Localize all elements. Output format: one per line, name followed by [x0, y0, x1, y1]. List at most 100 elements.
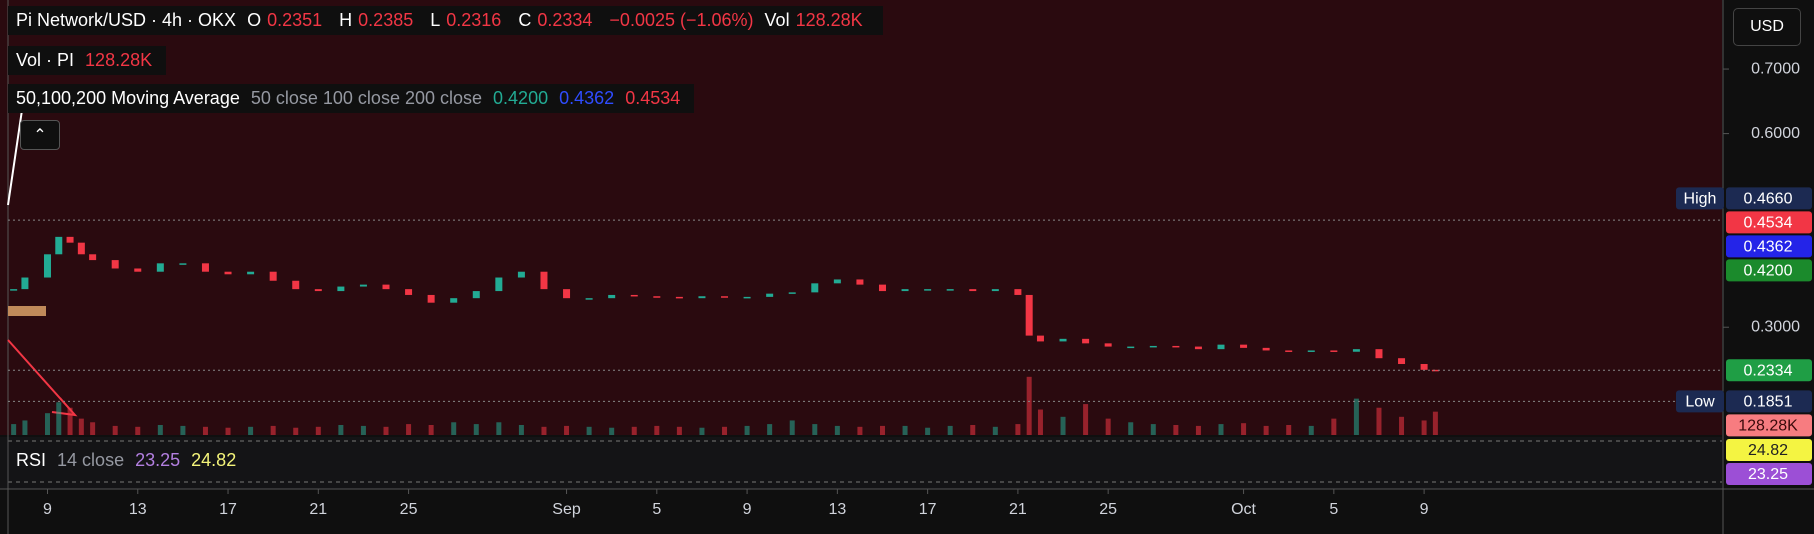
value: 0.2334 — [537, 10, 593, 30]
candle — [1127, 346, 1135, 349]
volume-bar — [78, 418, 84, 435]
candle — [856, 279, 864, 285]
price-badge-label: 0.4200 — [1744, 263, 1793, 280]
label: RSI — [16, 450, 47, 470]
candle — [766, 293, 774, 297]
candle — [585, 298, 593, 300]
volume-bar — [383, 426, 389, 435]
volume-bar — [722, 426, 728, 435]
volume-bar — [1037, 409, 1043, 435]
value: 0.2351 — [267, 10, 323, 30]
volume-bar — [789, 420, 795, 435]
badge-name: High — [1684, 191, 1717, 208]
volume-bar — [1083, 404, 1089, 435]
volume-bar — [67, 407, 73, 435]
candle — [1285, 350, 1293, 352]
price-badge — [1726, 359, 1812, 382]
candle — [156, 263, 164, 272]
volume-bar — [202, 426, 208, 435]
volume-bar — [451, 422, 457, 435]
label: O — [247, 10, 262, 30]
candle — [563, 289, 571, 299]
candle — [924, 289, 932, 291]
candle — [1330, 350, 1338, 352]
label: Vol — [764, 10, 790, 30]
label: H — [339, 10, 353, 30]
candle — [901, 289, 909, 292]
candle — [427, 294, 435, 303]
candle — [1352, 349, 1360, 352]
price-badge-label: 0.2334 — [1744, 362, 1793, 379]
volume-bar — [360, 425, 366, 435]
y-tick-label: 0.7000 — [1751, 60, 1800, 77]
rsi-badge — [1726, 439, 1812, 461]
candle — [517, 271, 525, 278]
value: 128.28K — [795, 10, 863, 30]
volume-bar — [428, 425, 434, 435]
candle — [66, 236, 74, 243]
volume-bar — [1218, 424, 1224, 435]
candle — [1420, 364, 1428, 370]
volume-bar — [22, 420, 28, 435]
ohlc: H 0.2385 — [339, 10, 419, 30]
volume-bar — [112, 425, 118, 435]
label: L — [430, 10, 441, 30]
volume-bar — [225, 427, 231, 435]
candle — [608, 294, 616, 299]
volume-bar — [11, 424, 17, 435]
x-tick-label: 17 — [219, 501, 237, 518]
volume-bar — [541, 426, 547, 435]
ohlc: O 0.2351 — [247, 10, 328, 30]
volume-bar — [1432, 411, 1438, 435]
candle — [292, 280, 300, 290]
currency-button[interactable]: USD — [1733, 8, 1801, 46]
volume-bar — [56, 402, 62, 435]
volume-bar — [564, 425, 570, 435]
badge-name: Low — [1685, 394, 1715, 411]
candle — [495, 277, 503, 292]
price-badge-label: 0.4362 — [1744, 239, 1793, 256]
arrow — [7, 109, 23, 206]
volume-bar — [992, 426, 998, 435]
candle — [21, 277, 29, 290]
candle — [788, 292, 796, 294]
price-badge-label: 0.4534 — [1744, 215, 1793, 232]
candle — [179, 263, 187, 265]
price-badge — [1726, 259, 1812, 282]
volume-bar — [767, 424, 773, 435]
candle — [337, 286, 345, 292]
volume-bar — [654, 425, 660, 435]
volume-bar — [270, 425, 276, 435]
rsi-pane — [0, 437, 1722, 489]
volume-bar — [947, 425, 953, 435]
volume-bar — [586, 426, 592, 435]
candle — [540, 271, 548, 290]
rsi-badge-label: 23.25 — [1748, 466, 1788, 483]
x-tick-label: 25 — [400, 501, 418, 518]
volume-bar — [902, 425, 908, 435]
candle — [10, 289, 18, 291]
candle — [1307, 350, 1315, 352]
collapse-button[interactable]: ⌃ — [20, 120, 60, 150]
params: 50 close 100 close 200 close — [250, 88, 483, 108]
candle — [314, 289, 322, 292]
volume: Vol 128.28K — [765, 10, 869, 30]
volume-bar — [699, 427, 705, 435]
volume-bar — [857, 426, 863, 435]
price-badge-label: 0.4660 — [1744, 191, 1793, 208]
value: 0.4200 — [493, 88, 549, 108]
volume-bar — [1399, 416, 1405, 435]
volume-bar — [44, 413, 50, 435]
candle — [43, 254, 51, 278]
candle — [1014, 289, 1022, 295]
candle — [1262, 347, 1270, 351]
price-pane — [0, 0, 1722, 435]
volume-bar — [1026, 376, 1032, 435]
symbol-header: Pi Network/USD · 4h · OKX O 0.2351 H 0.238… — [8, 6, 883, 35]
candle — [382, 284, 390, 290]
candle — [946, 289, 954, 291]
badge-name-bg — [1676, 187, 1724, 210]
price-badge — [1726, 235, 1812, 258]
